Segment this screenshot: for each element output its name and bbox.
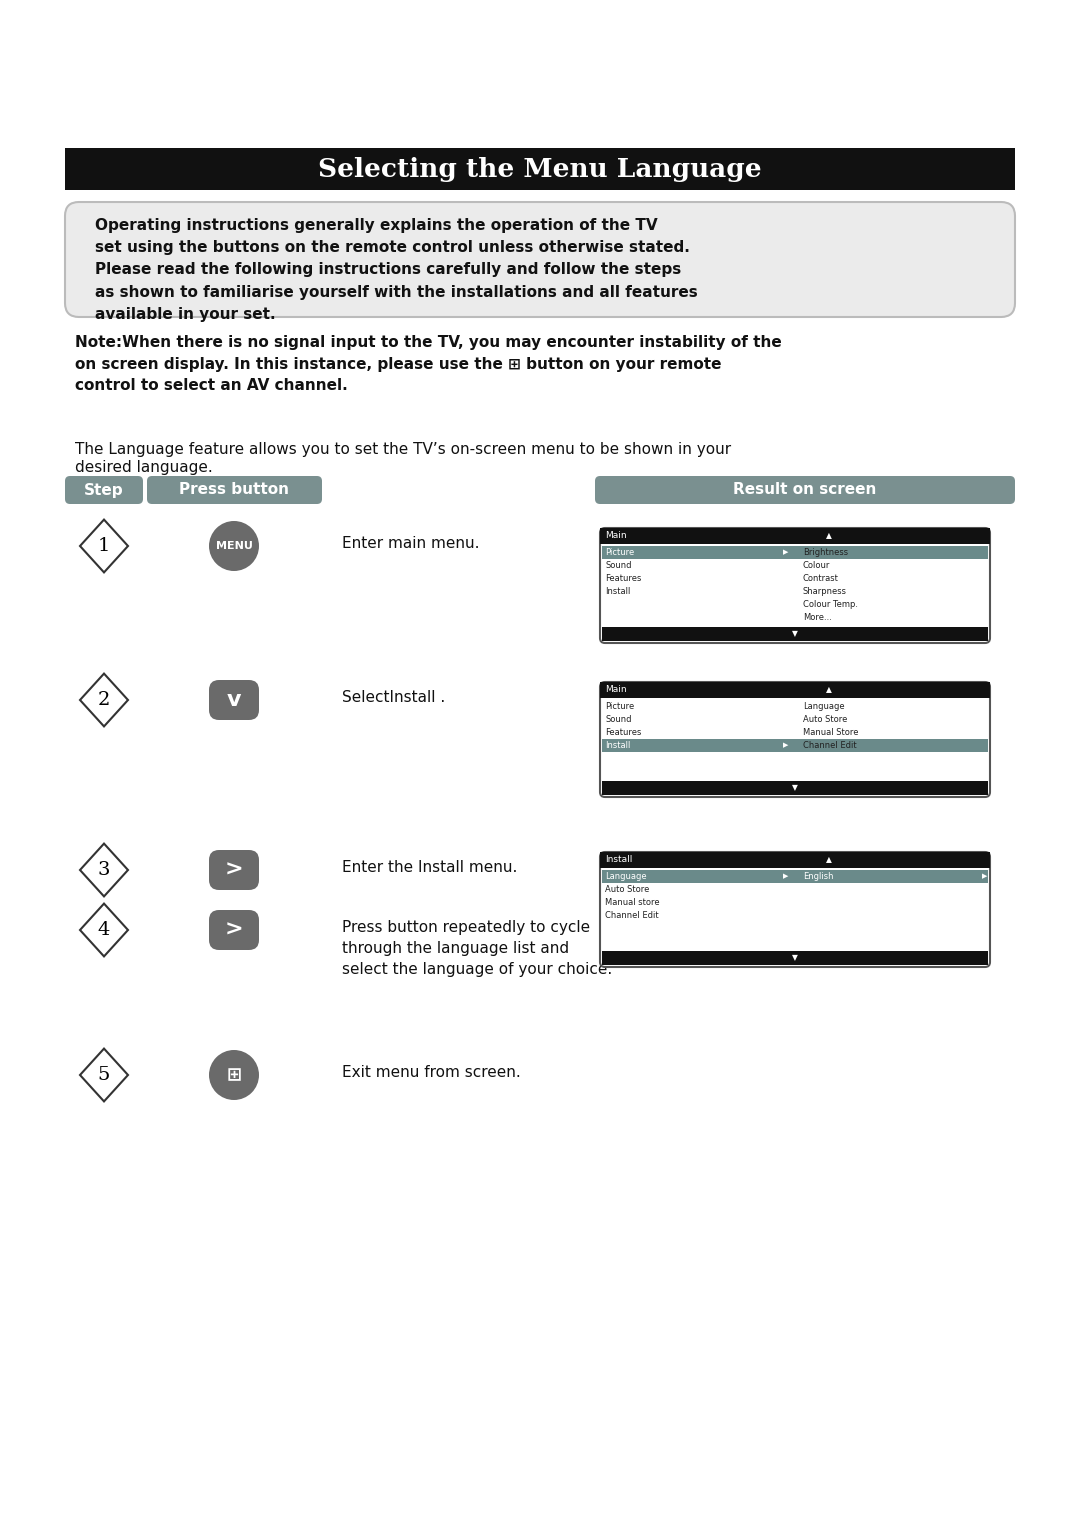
Bar [600,853,990,868]
FancyBboxPatch shape [210,911,259,950]
Text: ▲: ▲ [826,856,832,865]
Text: v: v [227,691,241,711]
FancyBboxPatch shape [147,477,322,504]
Text: Contrast: Contrast [802,575,839,584]
FancyBboxPatch shape [600,529,990,643]
Text: ▶: ▶ [783,550,788,556]
Text: English: English [802,872,834,882]
Text: Selecting the Menu Language: Selecting the Menu Language [319,156,761,182]
Text: Manual Store: Manual Store [802,727,859,736]
Text: More...: More... [802,613,832,622]
Text: 3: 3 [98,860,110,879]
Bar [602,740,988,752]
Text: ▲: ▲ [826,686,832,695]
Polygon shape [80,843,129,897]
Text: ▶: ▶ [982,874,987,880]
Text: Install: Install [605,587,631,596]
Bar [602,869,988,883]
Bar [602,626,988,642]
Bar [602,950,988,966]
Text: Step: Step [84,483,124,498]
Text: Main: Main [605,686,626,695]
Circle shape [210,1050,259,1100]
Text: Features: Features [605,727,642,736]
Text: Language: Language [802,701,845,711]
Text: ⊞: ⊞ [227,1067,242,1083]
Polygon shape [80,1048,129,1102]
Text: Auto Store: Auto Store [605,885,649,894]
Text: 2: 2 [98,691,110,709]
Text: Channel Edit: Channel Edit [605,911,659,920]
Polygon shape [80,903,129,957]
Text: Result on screen: Result on screen [733,483,877,498]
Text: Features: Features [605,575,642,584]
Text: 5: 5 [98,1067,110,1083]
Text: 1: 1 [98,536,110,555]
Text: Sound: Sound [605,715,632,724]
Text: Note:When there is no signal input to the TV, you may encounter instability of t: Note:When there is no signal input to th… [75,335,782,393]
Text: ▼: ▼ [792,784,798,793]
Bar [602,781,988,795]
Text: Language: Language [605,872,647,882]
Text: Picture: Picture [605,701,634,711]
Polygon shape [80,520,129,573]
Text: Sharpness: Sharpness [802,587,847,596]
Text: MENU: MENU [216,541,253,552]
Text: Press button: Press button [179,483,289,498]
Text: ▼: ▼ [792,953,798,963]
Text: Exit menu from screen.: Exit menu from screen. [342,1065,521,1080]
Text: Press button repeatedly to cycle
through the language list and
select the langua: Press button repeatedly to cycle through… [342,920,612,976]
FancyBboxPatch shape [210,850,259,889]
Text: Manual store: Manual store [605,898,660,908]
Text: Auto Store: Auto Store [802,715,847,724]
Text: Channel Edit: Channel Edit [802,741,856,750]
Bar [602,545,988,559]
Text: Operating instructions generally explains the operation of the TV
set using the : Operating instructions generally explain… [95,219,698,322]
Text: Sound: Sound [605,561,632,570]
Text: Picture: Picture [605,549,634,558]
Text: ▶: ▶ [783,743,788,749]
Circle shape [210,521,259,571]
Text: Colour: Colour [802,561,831,570]
Text: SelectInstall .: SelectInstall . [342,691,445,704]
Text: Main: Main [605,532,626,541]
Text: >: > [225,920,243,940]
Text: ▶: ▶ [783,874,788,880]
Text: Install: Install [605,856,633,865]
Polygon shape [80,674,129,726]
Bar [795,869,981,883]
Text: Colour Temp.: Colour Temp. [802,601,858,610]
Text: ▲: ▲ [826,532,832,541]
Bar [600,529,990,544]
FancyBboxPatch shape [65,477,143,504]
Text: Install: Install [605,741,631,750]
Text: Enter main menu.: Enter main menu. [342,536,480,552]
Text: The Language feature allows you to set the TV’s on-screen menu to be shown in yo: The Language feature allows you to set t… [75,442,731,457]
FancyBboxPatch shape [210,680,259,720]
Text: Enter the Install menu.: Enter the Install menu. [342,860,517,876]
FancyBboxPatch shape [65,202,1015,316]
Bar [600,681,990,698]
Text: 4: 4 [98,921,110,940]
Text: Brightness: Brightness [802,549,848,558]
FancyBboxPatch shape [600,681,990,798]
Text: ▼: ▼ [792,630,798,639]
FancyBboxPatch shape [600,853,990,967]
Bar [65,148,1015,189]
Text: desired language.: desired language. [75,460,213,475]
FancyBboxPatch shape [595,477,1015,504]
Text: >: > [225,860,243,880]
